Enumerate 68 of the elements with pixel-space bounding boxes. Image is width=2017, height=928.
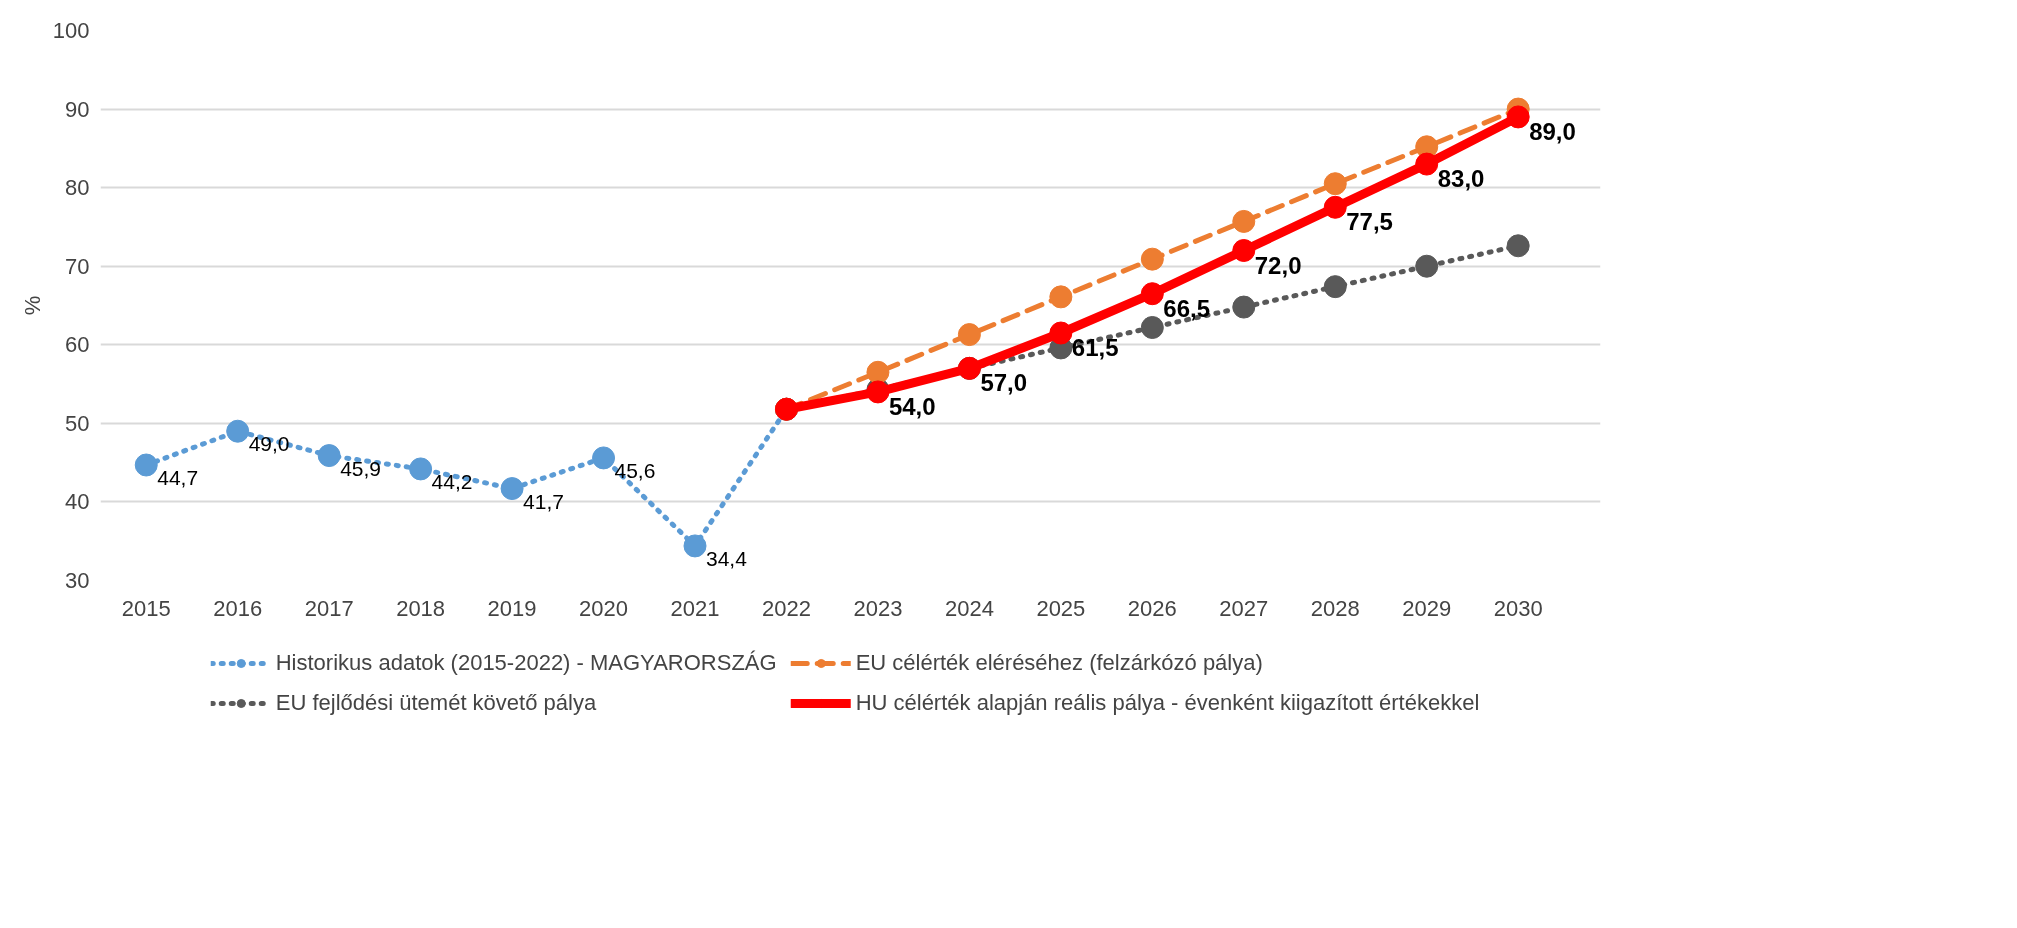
x-tick-label: 2017 [304,595,354,621]
point [1049,321,1073,345]
y-tick-label: 100 [52,18,90,43]
data-label: 72,0 [1254,251,1302,279]
point [1323,195,1347,219]
data-label: 41,7 [523,489,564,513]
point [1140,247,1164,271]
x-tick-label: 2020 [579,595,629,621]
point [317,444,341,468]
point [683,534,707,558]
data-label: 44,7 [157,466,199,489]
point [592,446,616,470]
x-tick-label: 2026 [1127,595,1177,621]
data-label: 45,6 [614,458,656,482]
x-tick-label: 2030 [1493,595,1543,621]
x-tick-label: 2015 [121,595,171,621]
data-label: 54,0 [888,392,936,420]
data-label: 66,5 [1163,294,1211,322]
y-tick-label: 70 [65,253,90,279]
point [226,419,250,443]
data-label: 45,9 [340,456,382,480]
data-label: 83,0 [1437,165,1485,193]
point [1140,282,1164,306]
point [1232,295,1256,319]
point [500,477,524,501]
legend-label: HU célérték alapján reális pálya - évenként kiigazított értékekkel [855,690,1480,716]
y-tick-label: 50 [65,410,90,436]
x-tick-label: 2019 [487,595,537,621]
x-tick-label: 2016 [213,595,263,621]
data-label: 57,0 [980,369,1028,397]
point [1232,239,1256,262]
x-tick-label: 2021 [670,595,720,621]
point [1140,316,1164,339]
x-tick-label: 2022 [762,595,811,621]
data-label: 49,0 [248,432,290,456]
x-tick-label: 2029 [1402,595,1452,621]
x-tick-label: 2023 [853,595,903,621]
point [409,457,433,481]
y-tick-label: 60 [65,332,90,358]
x-tick-label: 2025 [1036,595,1086,621]
point [1415,152,1439,176]
legend-label: Historikus adatok (2015-2022) - MAGYARORSZÁG [275,650,777,676]
point [957,323,981,347]
point [134,453,158,477]
data-label: 34,4 [705,546,748,570]
y-tick-label: 30 [65,568,90,593]
legend-label: EU fejlődési ütemét követő pálya [275,690,597,716]
point [1049,285,1073,309]
data-label: 61,5 [1071,334,1119,361]
x-tick-label: 2024 [944,595,994,621]
x-tick-label: 2027 [1219,595,1269,621]
legend-label: EU célérték eléréséhez (felzárkózó pálya) [855,650,1263,676]
point [1232,209,1256,233]
data-label: 44,2 [431,469,473,493]
point [1506,105,1530,129]
point [866,360,890,384]
data-label: 89,0 [1529,117,1576,145]
y-tick-label: 40 [65,489,90,515]
y-tick-label: 80 [65,175,90,201]
data-label: 77,5 [1346,208,1393,236]
point [1506,234,1530,258]
x-tick-label: 2018 [396,595,446,621]
point [1415,254,1439,278]
point [1323,172,1347,196]
x-tick-label: 2028 [1310,595,1360,621]
point [1323,275,1347,299]
y-tick-label: 90 [65,96,90,122]
y-axis-title: % [19,295,45,316]
